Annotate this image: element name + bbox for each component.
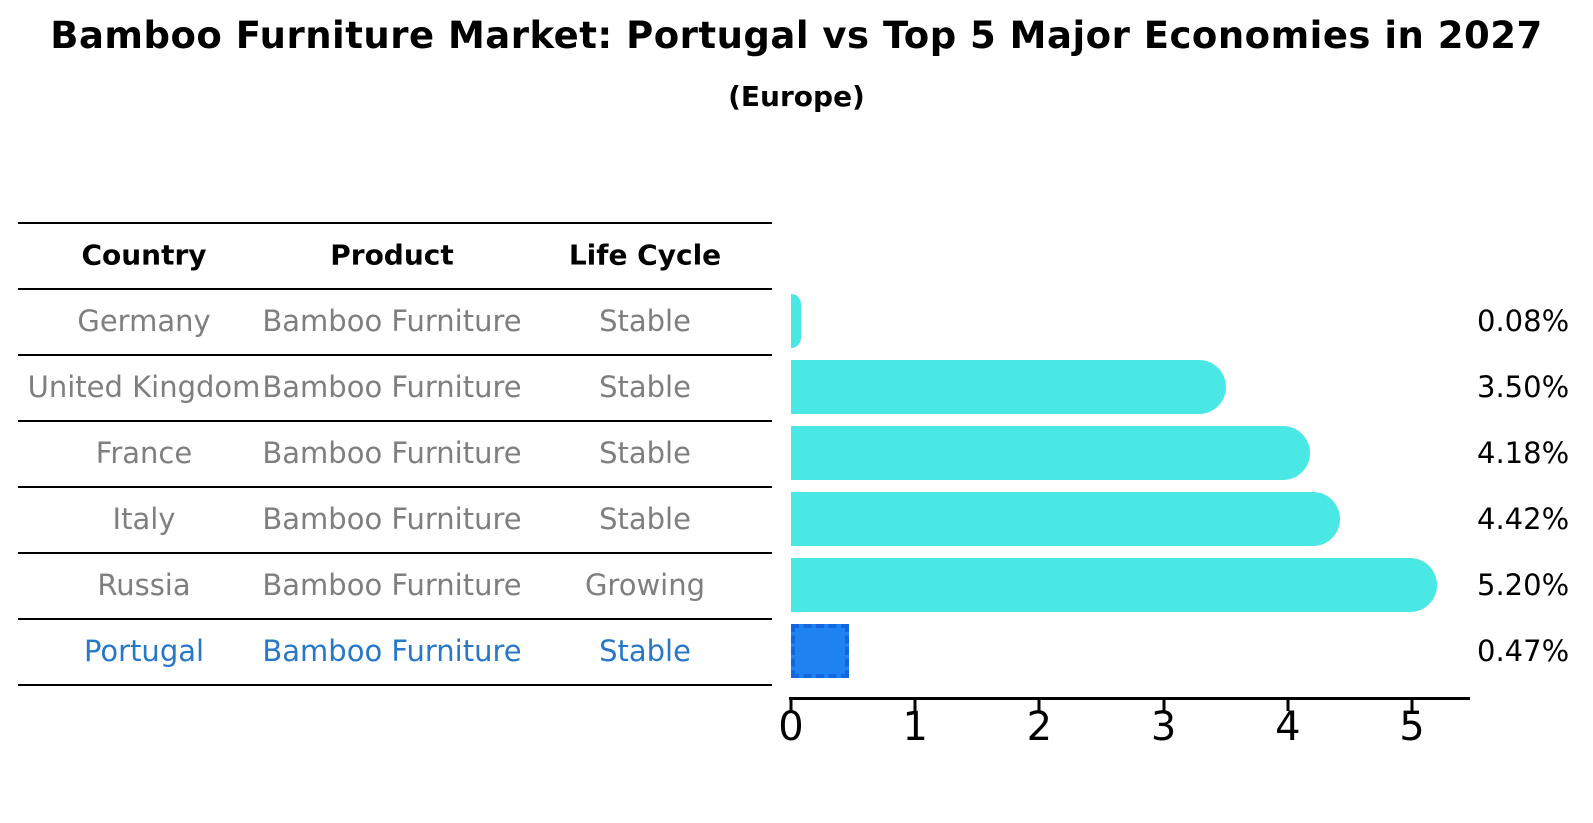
table-separator-line <box>18 420 772 422</box>
x-tick-label: 0 <box>778 704 804 750</box>
cell-country: Portugal <box>83 634 205 668</box>
x-tick <box>1037 700 1041 711</box>
bar <box>791 294 801 348</box>
x-tick-label: 1 <box>902 704 928 750</box>
table-separator-line <box>18 222 772 224</box>
x-tick <box>913 700 917 711</box>
cell-life-cycle: Growing <box>584 568 706 602</box>
page-title: Bamboo Furniture Market: Portugal vs Top… <box>50 14 1543 57</box>
x-tick <box>1410 700 1414 711</box>
value-label: 0.08% <box>1477 304 1570 338</box>
x-tick-label: 5 <box>1399 704 1425 750</box>
column-header-product: Product <box>330 238 454 272</box>
table-separator-line <box>18 618 772 620</box>
x-axis-line <box>789 697 1470 700</box>
value-label: 4.42% <box>1477 502 1570 536</box>
value-label: 0.47% <box>1477 634 1570 668</box>
cell-life-cycle: Stable <box>599 304 691 338</box>
cell-life-cycle: Stable <box>599 634 691 668</box>
cell-country: France <box>95 436 193 470</box>
x-tick-label: 4 <box>1275 704 1301 750</box>
table-separator-line <box>18 354 772 356</box>
cell-country: Russia <box>97 568 191 602</box>
table-separator-line <box>18 288 772 290</box>
table-separator-line <box>18 486 772 488</box>
cell-product: Bamboo Furniture <box>262 634 522 668</box>
cell-product: Bamboo Furniture <box>262 436 522 470</box>
cell-life-cycle: Stable <box>599 436 691 470</box>
column-header-life-cycle: Life Cycle <box>568 238 722 272</box>
bar <box>791 558 1437 612</box>
page-subtitle: (Europe) <box>728 80 865 113</box>
column-header-country: Country <box>81 238 207 272</box>
table-separator-line <box>18 552 772 554</box>
bar <box>791 426 1311 480</box>
cell-life-cycle: Stable <box>599 370 691 404</box>
x-tick <box>1162 700 1166 711</box>
cell-life-cycle: Stable <box>599 502 691 536</box>
cell-product: Bamboo Furniture <box>262 568 522 602</box>
bar <box>791 492 1340 546</box>
value-label: 5.20% <box>1477 568 1570 602</box>
cell-product: Bamboo Furniture <box>262 304 522 338</box>
cell-country: Germany <box>77 304 211 338</box>
cell-country: Italy <box>112 502 176 536</box>
x-tick-label: 2 <box>1026 704 1053 750</box>
cell-country: United Kingdom <box>27 370 261 404</box>
value-label: 4.18% <box>1477 436 1570 470</box>
cell-product: Bamboo Furniture <box>262 502 522 536</box>
highlight-bar <box>791 624 850 678</box>
table-separator-line <box>18 684 772 686</box>
cell-product: Bamboo Furniture <box>262 370 522 404</box>
bar <box>791 360 1226 414</box>
x-tick <box>1286 700 1290 711</box>
value-label: 3.50% <box>1477 370 1570 404</box>
x-tick <box>789 700 793 711</box>
x-tick-label: 3 <box>1150 704 1177 750</box>
